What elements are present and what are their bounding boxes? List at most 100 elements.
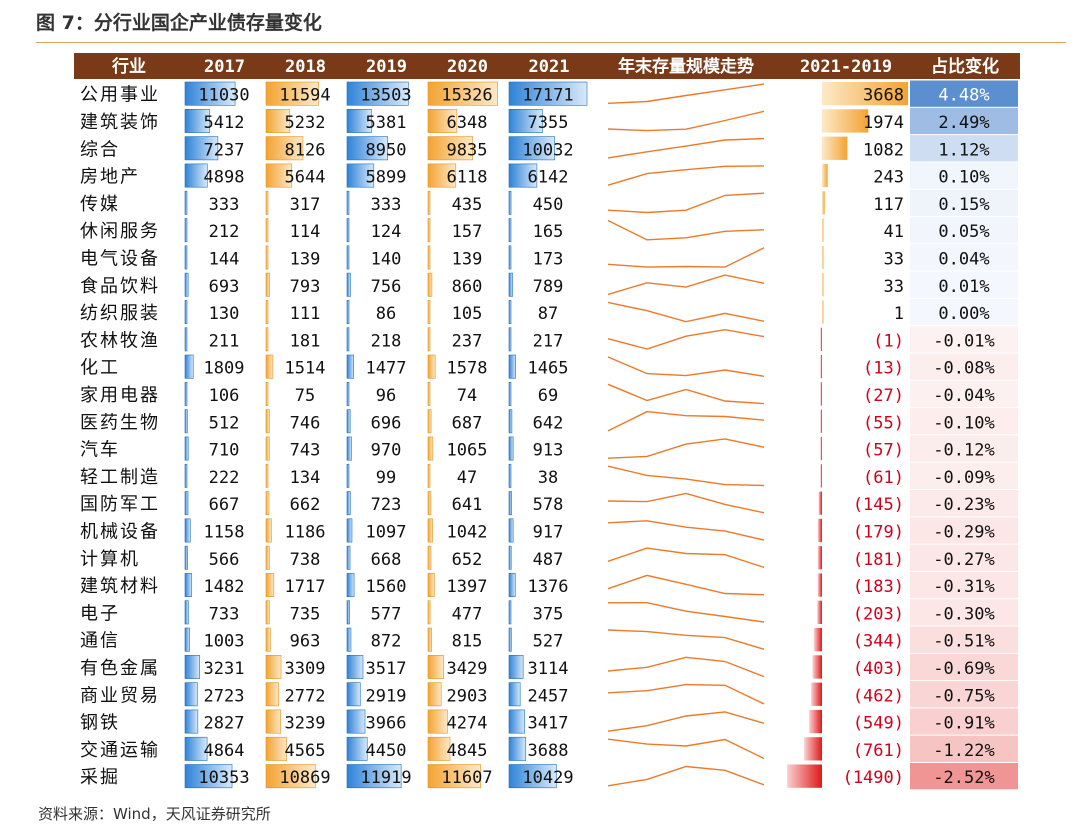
value-label-25-1: 10869 xyxy=(279,768,330,788)
value-label-10-1: 1514 xyxy=(285,359,326,379)
bar-21-3 xyxy=(427,654,444,679)
value-label-7-2: 756 xyxy=(371,277,402,297)
sparkline-20 xyxy=(607,629,765,650)
bar-21-0 xyxy=(184,654,200,679)
diff-bar-15 xyxy=(818,491,822,515)
value-label-14-2: 99 xyxy=(376,468,396,488)
pct-cell-12 xyxy=(910,408,1018,435)
value-label-0-2: 13503 xyxy=(360,86,411,106)
bar-11-3 xyxy=(427,381,431,406)
bar-13-1 xyxy=(265,436,270,461)
bar-10-2 xyxy=(346,354,355,379)
value-label-16-2: 1097 xyxy=(366,522,407,542)
bar-1-2 xyxy=(346,109,372,133)
diff-bar-22 xyxy=(811,682,822,706)
bar-2-1 xyxy=(265,136,304,161)
bar-5-1 xyxy=(265,218,269,243)
bar-3-4 xyxy=(508,163,538,188)
pct-cell-0 xyxy=(910,80,1018,107)
bar-8-0 xyxy=(184,300,188,324)
pct-cell-2 xyxy=(910,135,1018,162)
value-label-20-2: 872 xyxy=(371,632,402,652)
diff-label-3: 243 xyxy=(873,168,904,188)
bar-18-2 xyxy=(346,573,355,598)
header-cell-5: 2021 xyxy=(529,57,570,77)
value-label-7-3: 860 xyxy=(452,277,483,297)
diff-label-4: 117 xyxy=(873,195,904,215)
pct-cell-16 xyxy=(910,517,1018,544)
value-label-11-2: 96 xyxy=(376,386,396,406)
value-label-8-4: 87 xyxy=(538,304,558,324)
value-label-12-0: 512 xyxy=(209,413,240,433)
industry-label-23: 钢铁 xyxy=(80,713,120,734)
diff-label-5: 41 xyxy=(884,222,904,242)
value-label-6-4: 173 xyxy=(533,249,564,269)
bar-14-2 xyxy=(346,463,350,488)
bar-18-0 xyxy=(184,573,193,598)
value-label-4-2: 333 xyxy=(371,195,402,215)
diff-label-25: (1490) xyxy=(843,768,904,788)
value-label-1-2: 5381 xyxy=(366,113,407,133)
bar-17-3 xyxy=(427,545,432,570)
bar-10-1 xyxy=(265,354,274,379)
value-label-20-0: 1003 xyxy=(204,632,245,652)
diff-label-15: (145) xyxy=(853,495,904,515)
diff-bar-7 xyxy=(822,273,824,297)
bar-15-2 xyxy=(346,491,351,516)
header-cell-0: 行业 xyxy=(111,56,146,77)
bar-16-2 xyxy=(346,518,353,543)
pct-cell-22 xyxy=(910,681,1018,708)
diff-label-2: 1082 xyxy=(863,140,904,160)
bar-9-2 xyxy=(346,327,350,352)
pct-label-22: -0.75% xyxy=(933,686,994,706)
diff-bar-4 xyxy=(822,191,825,215)
value-label-17-0: 566 xyxy=(209,550,240,570)
sparkline-6 xyxy=(607,247,765,268)
diff-bar-9 xyxy=(820,327,822,351)
diff-bar-2 xyxy=(822,136,848,160)
value-label-4-3: 435 xyxy=(452,195,483,215)
sparkline-3 xyxy=(607,165,765,186)
value-label-9-0: 211 xyxy=(209,331,240,351)
value-label-18-4: 1376 xyxy=(528,577,569,597)
industry-label-5: 休闲服务 xyxy=(80,221,160,242)
table-header-bg xyxy=(74,53,1020,79)
bar-6-2 xyxy=(346,245,350,270)
diff-bar-17 xyxy=(817,546,822,570)
industry-label-9: 农林牧渔 xyxy=(80,330,160,351)
diff-label-7: 33 xyxy=(884,277,904,297)
diff-bar-11 xyxy=(820,382,822,406)
header-cell-3: 2019 xyxy=(366,57,407,77)
bar-2-2 xyxy=(346,136,388,161)
value-label-19-2: 577 xyxy=(371,604,402,624)
value-label-15-3: 641 xyxy=(452,495,483,515)
diff-bar-18 xyxy=(817,573,822,597)
value-label-1-4: 7355 xyxy=(528,113,569,133)
diff-label-6: 33 xyxy=(884,249,904,269)
diff-bar-13 xyxy=(820,436,822,461)
bar-19-2 xyxy=(346,600,350,625)
diff-bar-19 xyxy=(817,600,822,624)
sparkline-10 xyxy=(607,356,765,377)
bar-16-1 xyxy=(265,518,272,543)
value-label-19-0: 733 xyxy=(209,604,240,624)
sparkline-8 xyxy=(607,301,765,323)
industry-label-15: 国防军工 xyxy=(80,494,160,515)
value-label-15-2: 723 xyxy=(371,495,402,515)
industry-label-10: 化工 xyxy=(80,358,120,379)
pct-cell-9 xyxy=(910,326,1018,353)
pct-label-24: -1.22% xyxy=(933,741,994,761)
pct-label-25: -2.52% xyxy=(933,768,994,788)
pct-label-14: -0.09% xyxy=(933,468,994,488)
sparkline-18 xyxy=(607,574,765,596)
pct-cell-5 xyxy=(910,217,1018,244)
industry-label-14: 轻工制造 xyxy=(80,467,160,488)
industry-label-12: 医药生物 xyxy=(80,412,160,433)
value-label-5-4: 165 xyxy=(533,222,564,242)
value-label-17-2: 668 xyxy=(371,550,402,570)
pct-label-13: -0.12% xyxy=(933,441,994,461)
sparkline-2 xyxy=(607,137,765,159)
header-cell-8: 占比变化 xyxy=(931,56,999,77)
value-label-2-2: 8950 xyxy=(366,140,407,160)
industry-label-16: 机械设备 xyxy=(80,521,160,542)
